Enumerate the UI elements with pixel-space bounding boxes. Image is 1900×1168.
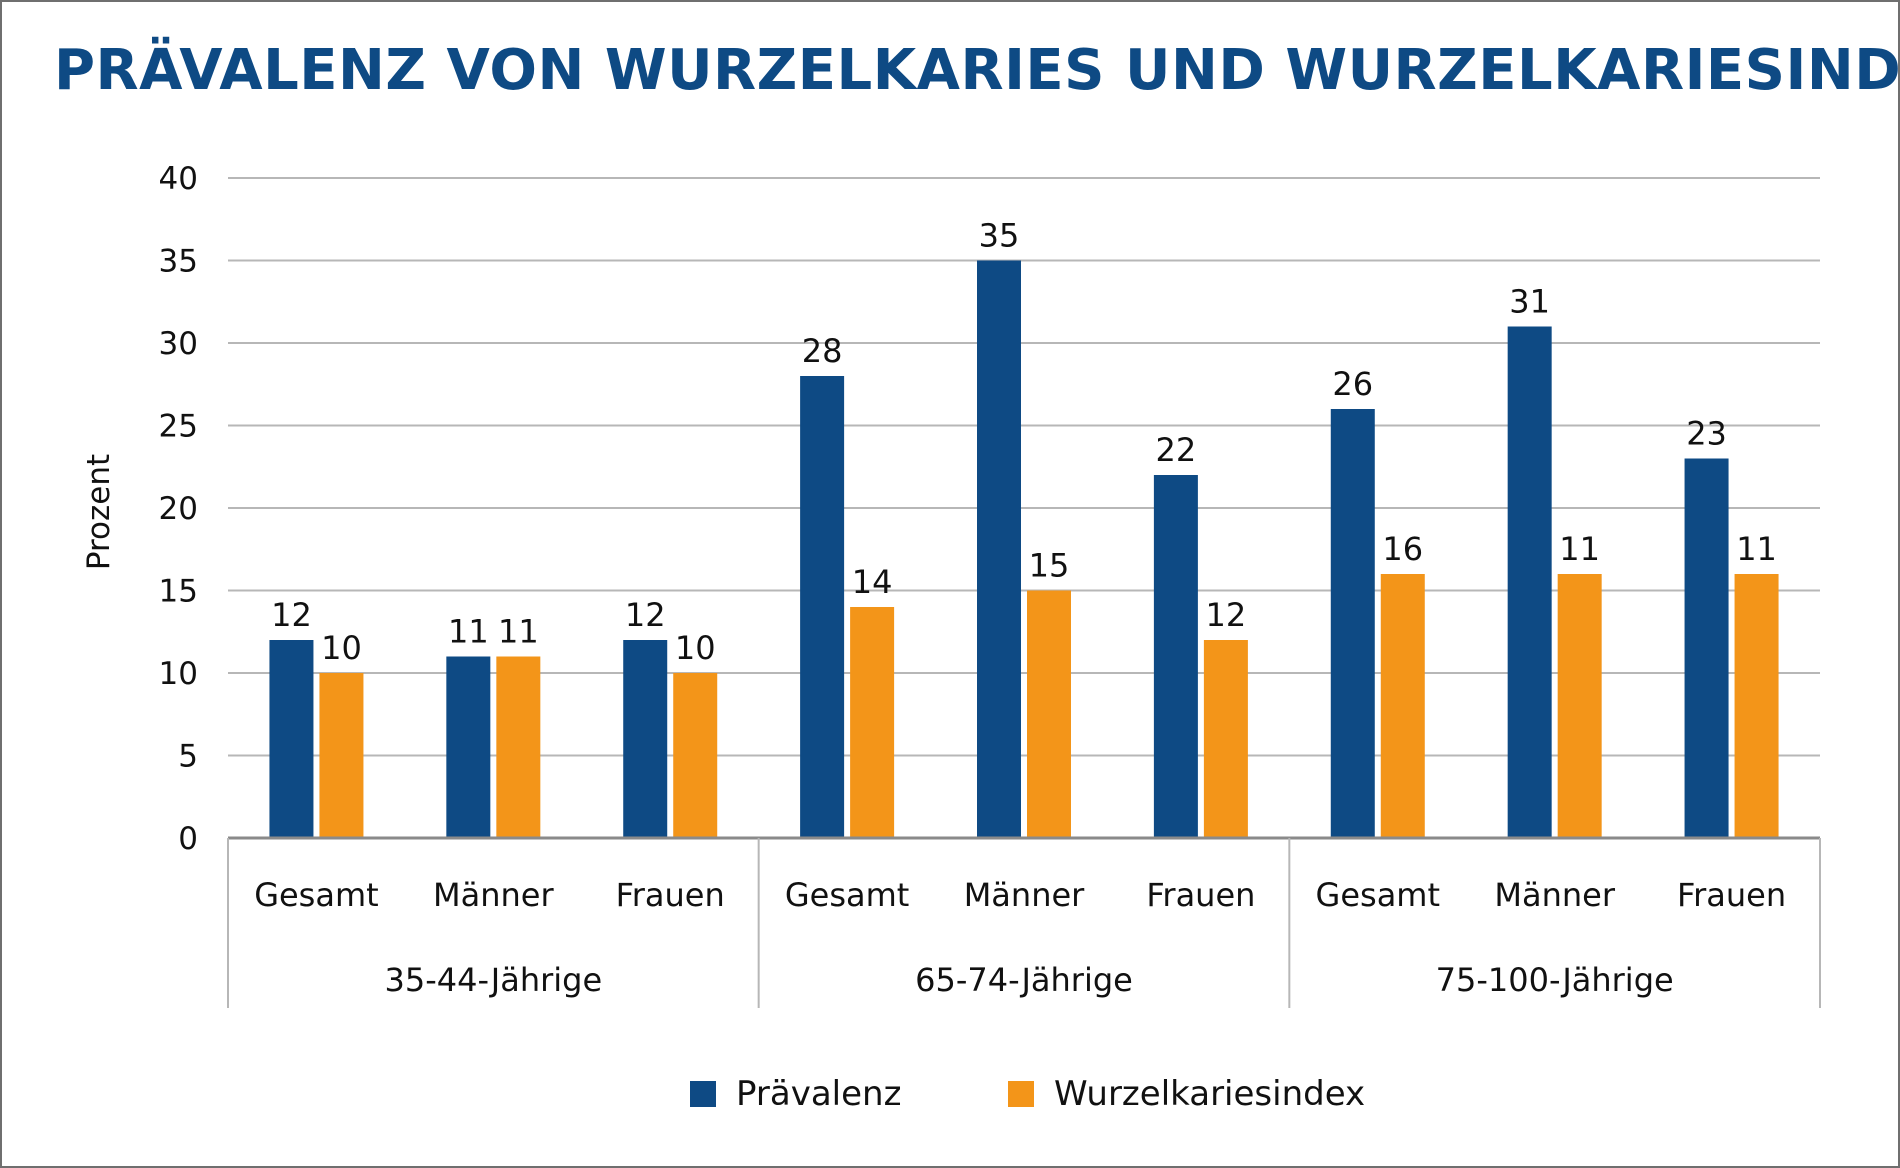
bar-praevalenz [623,640,668,838]
bar-praevalenz [800,376,845,838]
bar-praevalenz [1153,475,1198,838]
data-label: 10 [675,629,716,667]
bar-wurzelkariesindex [496,656,541,838]
data-label: 11 [448,613,489,651]
data-label: 15 [1029,547,1070,585]
y-tick-label: 35 [159,244,198,280]
gridlines [228,177,1820,757]
bar-praevalenz [977,260,1021,838]
data-label: 16 [1382,530,1423,568]
y-tick-label: 5 [178,739,198,775]
data-label: 11 [1736,530,1777,568]
data-label: 22 [1156,431,1197,469]
bar-praevalenz [1330,409,1375,838]
bars [269,260,1779,838]
y-tick-label: 25 [159,409,198,445]
bar-wurzelkariesindex [1203,640,1248,838]
y-tick-label: 30 [159,326,198,362]
x-axis: Gesamt Männer Frauen Gesamt Männer Frauen Gesa… [227,836,1821,1008]
data-label: 35 [979,217,1020,255]
bar-wurzelkariesindex [1380,574,1425,838]
y-tick-label: 15 [159,574,198,610]
data-label: 11 [498,613,539,651]
x-group-label: 65-74-Jährige [915,961,1133,999]
legend-swatch [690,1081,716,1107]
data-label: 28 [802,332,843,370]
bar-wurzelkariesindex [1027,590,1071,838]
y-axis-ticks: 0 5 10 15 20 25 30 35 40 [159,161,198,857]
bar-praevalenz [446,656,491,838]
x-category-label: Gesamt [1316,876,1440,914]
data-label: 12 [271,596,312,634]
chart-title: PRÄVALENZ VON WURZELKARIES UND WURZELKAR… [54,38,1900,103]
x-category-label: Frauen [1677,876,1786,914]
bar-wurzelkariesindex [1734,574,1779,838]
data-label: 26 [1332,365,1373,403]
x-category-label: Gesamt [254,876,378,914]
bar-wurzelkariesindex [850,607,895,838]
data-label: 23 [1686,415,1727,453]
x-category-label: Männer [433,876,554,914]
bar-wurzelkariesindex [319,673,364,838]
bar-praevalenz [1684,458,1729,838]
data-label: 14 [852,563,893,601]
legend-label: Wurzelkariesindex [1054,1074,1365,1114]
x-group-label: 35-44-Jährige [384,961,602,999]
data-label: 31 [1509,283,1550,321]
x-category-label: Gesamt [785,876,909,914]
x-category-label: Frauen [616,876,725,914]
legend-label: Prävalenz [736,1074,901,1114]
x-category-label: Männer [964,876,1085,914]
bar-wurzelkariesindex [673,673,718,838]
data-label: 12 [1206,596,1247,634]
legend: Prävalenz Wurzelkariesindex [690,1074,1365,1114]
x-category-label: Männer [1494,876,1615,914]
y-tick-label: 10 [159,656,198,692]
x-group-label: 75-100-Jährige [1436,961,1674,999]
y-tick-label: 40 [159,161,198,197]
y-tick-label: 0 [178,821,198,857]
legend-swatch [1008,1081,1034,1107]
bar-wurzelkariesindex [1557,574,1602,838]
bar-praevalenz [1507,326,1552,838]
y-axis-title: Prozent [81,454,117,570]
bar-praevalenz [269,640,314,838]
data-label: 10 [321,629,362,667]
data-label: 11 [1559,530,1600,568]
data-label: 12 [625,596,666,634]
y-tick-label: 20 [159,491,198,527]
x-category-label: Frauen [1146,876,1255,914]
